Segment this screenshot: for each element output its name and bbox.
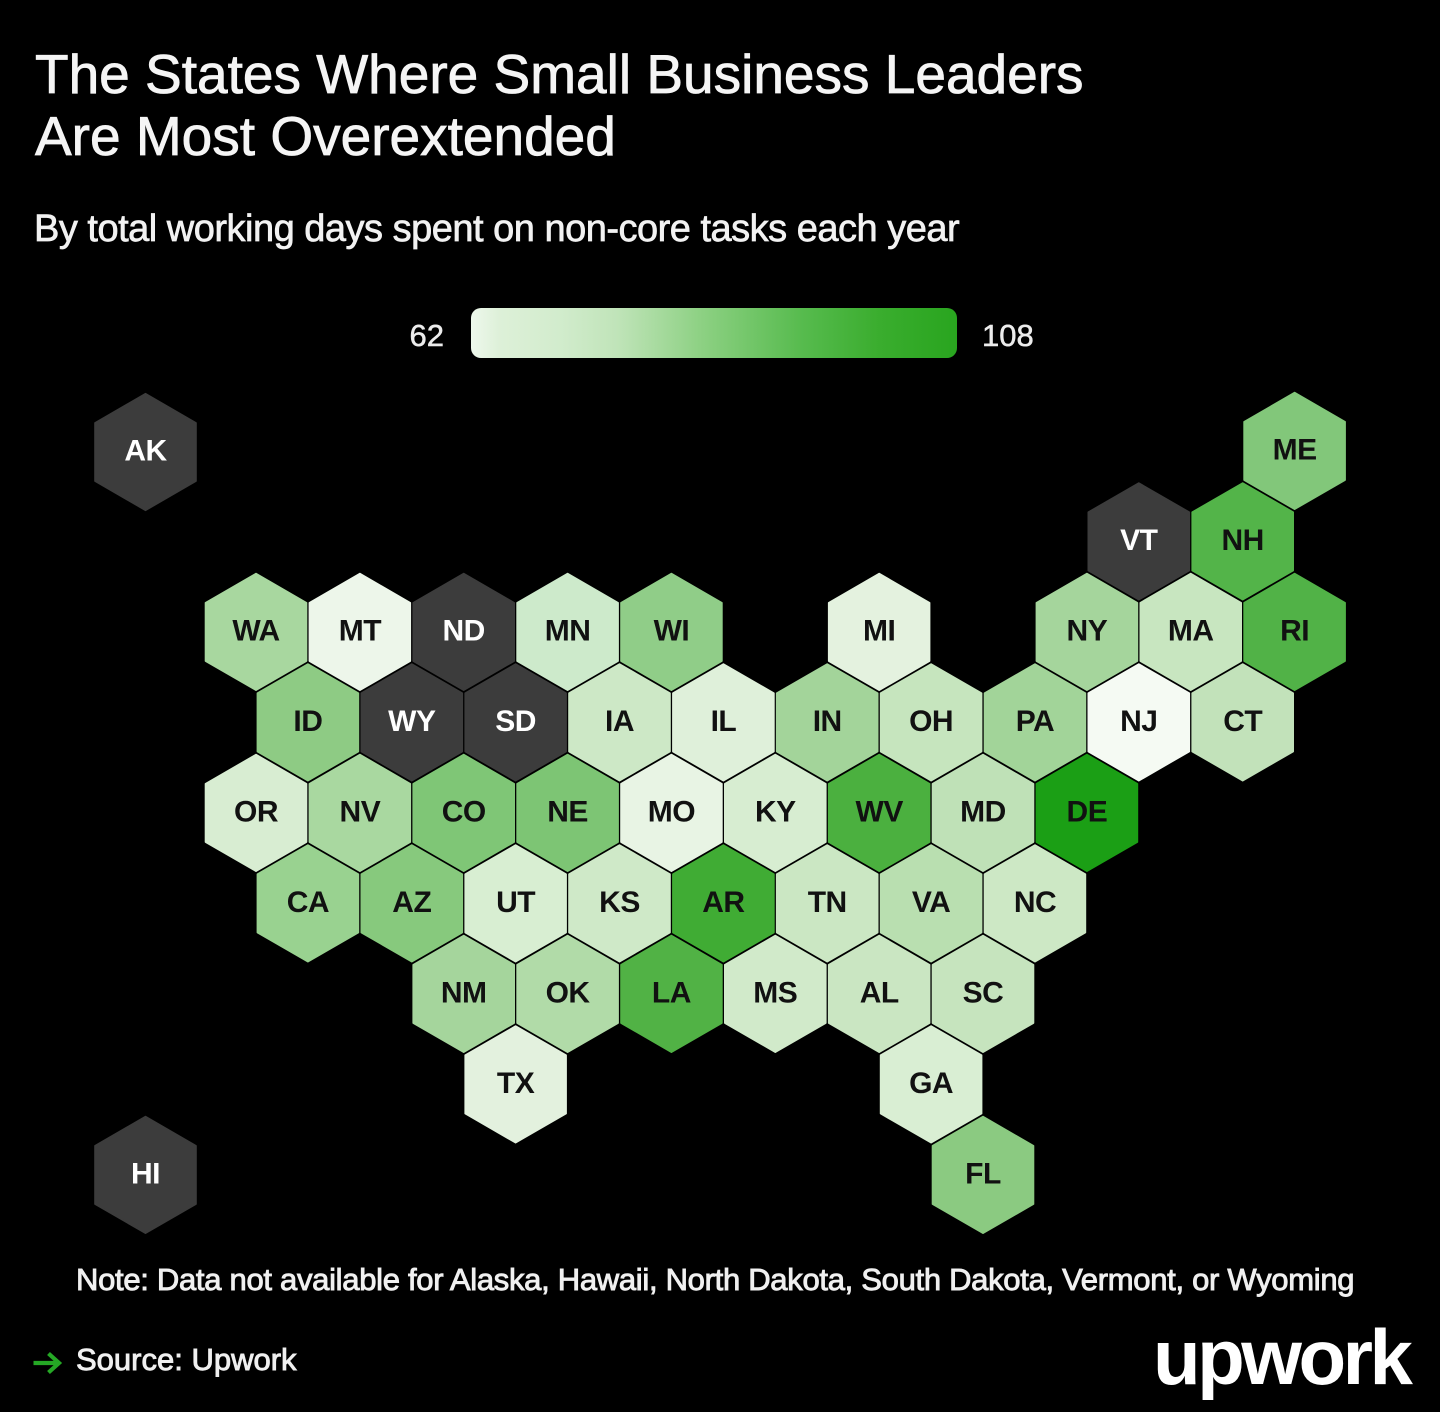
svg-text:CO: CO [442, 796, 486, 829]
svg-text:SC: SC [963, 977, 1004, 1010]
svg-text:SD: SD [495, 705, 536, 738]
svg-text:NV: NV [340, 796, 381, 829]
svg-text:PA: PA [1016, 705, 1054, 738]
svg-text:NE: NE [547, 796, 588, 829]
svg-text:ID: ID [293, 705, 322, 738]
svg-text:NY: NY [1067, 615, 1108, 648]
svg-text:WY: WY [388, 705, 436, 738]
svg-text:KY: KY [755, 796, 796, 829]
svg-text:NJ: NJ [1120, 705, 1157, 738]
svg-text:WI: WI [654, 615, 690, 648]
svg-text:MS: MS [753, 977, 797, 1010]
svg-text:MD: MD [960, 796, 1006, 829]
svg-text:NC: NC [1014, 886, 1056, 919]
svg-text:FL: FL [965, 1158, 1001, 1191]
svg-text:VT: VT [1120, 524, 1158, 557]
svg-text:ND: ND [443, 615, 485, 648]
svg-text:RI: RI [1280, 615, 1309, 648]
svg-text:LA: LA [652, 977, 691, 1010]
svg-text:AZ: AZ [392, 886, 431, 919]
svg-text:DE: DE [1067, 796, 1108, 829]
svg-text:NM: NM [441, 977, 487, 1010]
svg-text:GA: GA [909, 1067, 953, 1100]
svg-text:TX: TX [497, 1067, 535, 1100]
svg-text:WV: WV [856, 796, 904, 829]
svg-text:HI: HI [131, 1158, 160, 1191]
svg-text:IN: IN [813, 705, 842, 738]
svg-text:MO: MO [648, 796, 695, 829]
svg-text:CT: CT [1223, 705, 1262, 738]
svg-text:AR: AR [702, 886, 745, 919]
svg-text:OK: OK [546, 977, 591, 1010]
svg-text:AK: AK [124, 435, 167, 468]
svg-text:TN: TN [808, 886, 847, 919]
svg-text:CA: CA [287, 886, 329, 919]
svg-text:MN: MN [545, 615, 591, 648]
svg-text:OR: OR [234, 796, 279, 829]
svg-text:WA: WA [232, 615, 279, 648]
svg-text:ME: ME [1273, 434, 1317, 467]
svg-text:OH: OH [909, 705, 953, 738]
svg-text:IL: IL [711, 705, 737, 738]
svg-text:VA: VA [912, 886, 950, 919]
svg-text:AL: AL [860, 977, 899, 1010]
svg-text:KS: KS [599, 886, 640, 919]
svg-text:MT: MT [339, 615, 381, 648]
svg-text:MA: MA [1168, 615, 1214, 648]
svg-text:NH: NH [1222, 524, 1264, 557]
svg-text:UT: UT [496, 886, 535, 919]
svg-text:MI: MI [863, 615, 895, 648]
svg-text:IA: IA [605, 705, 634, 738]
